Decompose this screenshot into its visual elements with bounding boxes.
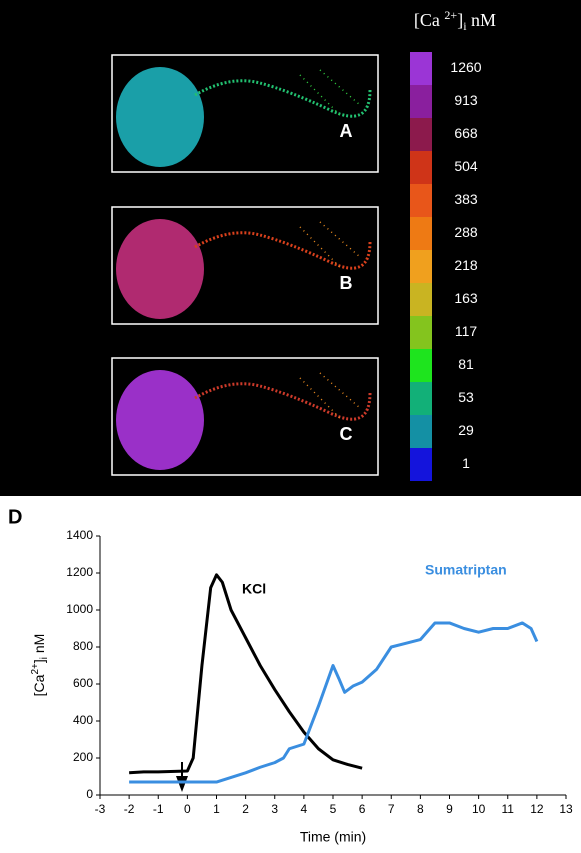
y-tick-label: 400 (73, 713, 93, 727)
y-tick-label: 0 (86, 787, 93, 801)
x-tick-label: -1 (153, 802, 164, 816)
colorbar-label: 53 (458, 389, 474, 405)
x-tick-label: 3 (271, 802, 278, 816)
panel-frame (111, 206, 379, 325)
x-tick-label: 2 (242, 802, 249, 816)
colorbar-band (410, 250, 432, 283)
panel-label: D (8, 506, 22, 528)
series-line (129, 621, 539, 784)
colorbar-label: 383 (454, 191, 478, 207)
y-tick-label: 200 (73, 750, 93, 764)
x-tick-label: 13 (559, 802, 573, 816)
colorbar-band (410, 52, 432, 85)
x-tick-label: 9 (446, 802, 453, 816)
series-label: KCl (242, 581, 266, 597)
x-tick-label: 1 (213, 802, 220, 816)
cell-process (194, 231, 372, 270)
colorbar-band (410, 184, 432, 217)
series-line (129, 573, 363, 775)
colorbar-label: 29 (458, 422, 474, 438)
cell-body (116, 370, 204, 470)
x-axis-label: Time (min) (300, 829, 366, 845)
colorbar-label: 913 (454, 92, 478, 108)
y-tick-label: 600 (73, 676, 93, 690)
x-tick-label: 12 (530, 802, 544, 816)
colorbar-band (410, 316, 432, 349)
y-tick-label: 1200 (66, 565, 93, 579)
colorbar-band (410, 118, 432, 151)
x-tick-label: 4 (301, 802, 308, 816)
arrow-head (176, 776, 188, 792)
colorbar-band (410, 283, 432, 316)
panel-frame (111, 54, 379, 173)
x-tick-label: -3 (95, 802, 106, 816)
colorbar-label: 1 (462, 455, 470, 471)
colorbar-label: 504 (454, 158, 478, 174)
colorbar-label: 288 (454, 224, 478, 240)
x-tick-label: 10 (472, 802, 486, 816)
y-axis-label: [Ca2+]i nM (30, 634, 50, 697)
cell-body (116, 67, 204, 167)
x-tick-label: -2 (124, 802, 135, 816)
colorbar-band (410, 151, 432, 184)
cell-body (116, 219, 204, 319)
colorbar-label: 1260 (450, 59, 481, 75)
image-background (0, 0, 581, 496)
cell-images (111, 54, 379, 476)
x-tick-label: 5 (330, 802, 337, 816)
colorbar-band (410, 448, 432, 481)
cell-process (194, 382, 372, 421)
y-tick-label: 800 (73, 639, 93, 653)
x-tick-label: 6 (359, 802, 366, 816)
colorbar-band (410, 349, 432, 382)
panel-letter: A (340, 121, 353, 141)
colorbar-label: 668 (454, 125, 478, 141)
colorbar-band (410, 382, 432, 415)
x-tick-label: 11 (502, 802, 515, 816)
x-tick-label: 7 (388, 802, 395, 816)
x-tick-label: 8 (417, 802, 424, 816)
colorbar-label: 163 (454, 290, 478, 306)
colorbar-band (410, 415, 432, 448)
cell-process (194, 79, 372, 118)
colorbar-label: 117 (455, 323, 478, 339)
x-tick-label: 0 (184, 802, 191, 816)
colorbar-band (410, 85, 432, 118)
colorbar-band (410, 217, 432, 250)
panel-letter: C (340, 424, 353, 444)
panel-letter: B (340, 273, 353, 293)
colorbar-title: [Ca 2+]i nM (414, 8, 496, 33)
y-tick-label: 1400 (66, 528, 93, 542)
colorbar-label: 81 (458, 356, 474, 372)
series-label: Sumatriptan (425, 562, 507, 578)
colorbar-label: 218 (454, 257, 478, 273)
y-tick-label: 1000 (66, 602, 93, 616)
panel-frame (111, 357, 379, 476)
